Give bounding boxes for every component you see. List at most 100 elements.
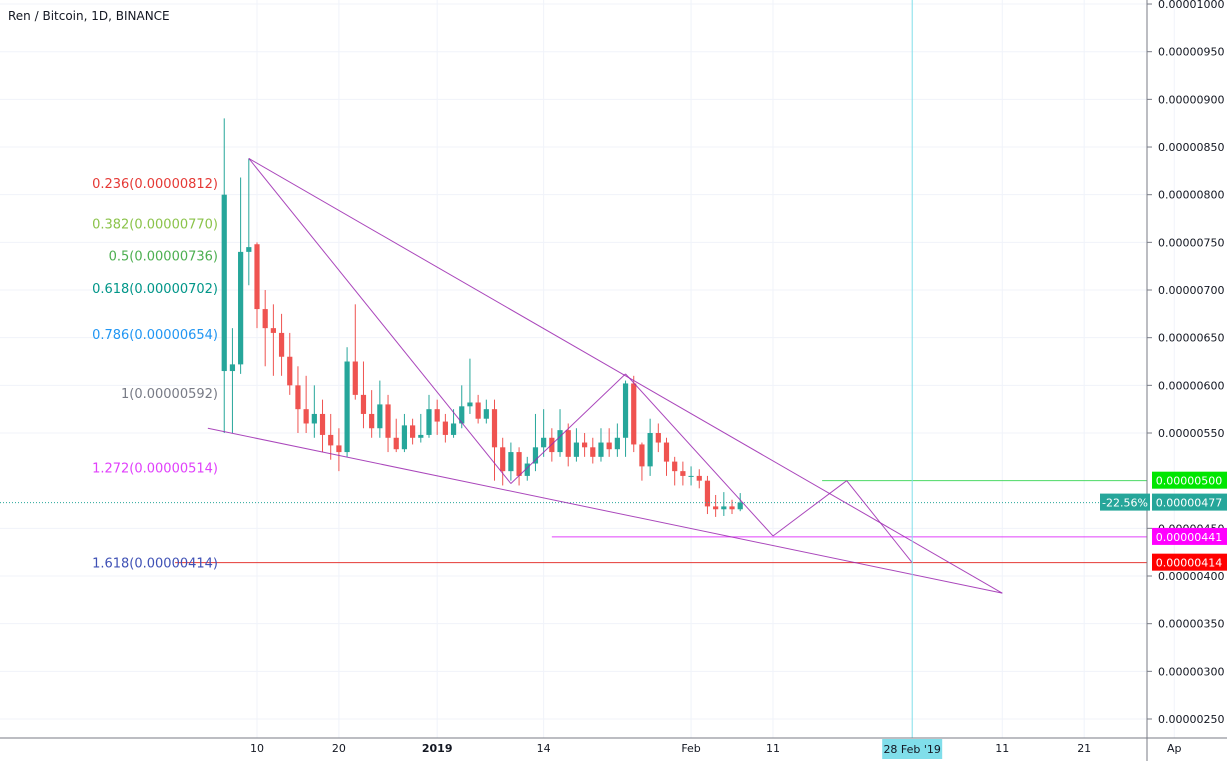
candle-body: [295, 385, 301, 410]
candle[interactable]: [311, 385, 317, 438]
candle[interactable]: [344, 347, 350, 457]
candle[interactable]: [303, 375, 309, 434]
candle[interactable]: [704, 475, 711, 515]
trendline[interactable]: [625, 373, 774, 537]
candle-body: [688, 475, 694, 477]
candle[interactable]: [647, 418, 653, 476]
candle[interactable]: [680, 461, 686, 486]
candle-body: [246, 247, 252, 252]
candles: [221, 118, 743, 517]
candle[interactable]: [672, 456, 678, 486]
y-tick-label: 0.00000750: [1158, 236, 1224, 249]
candle[interactable]: [401, 413, 408, 453]
candle[interactable]: [426, 394, 432, 438]
trendline[interactable]: [248, 158, 512, 484]
candle-body: [393, 437, 399, 450]
candle[interactable]: [713, 494, 719, 517]
candle[interactable]: [246, 158, 252, 286]
candle[interactable]: [475, 394, 481, 424]
candle[interactable]: [360, 361, 367, 429]
trendline[interactable]: [207, 427, 1003, 594]
fib-level-label: 1.272(0.00000514): [92, 461, 218, 476]
candle[interactable]: [622, 380, 629, 457]
candle[interactable]: [631, 375, 637, 453]
trendlines: [207, 158, 1003, 594]
candle-body: [721, 506, 727, 510]
candle[interactable]: [663, 437, 670, 476]
candle[interactable]: [352, 304, 358, 400]
candle-body: [500, 447, 506, 472]
candle[interactable]: [524, 456, 530, 481]
current-price-tag-bg: [1152, 493, 1227, 511]
candle[interactable]: [287, 332, 293, 395]
candle[interactable]: [229, 328, 236, 434]
candle[interactable]: [467, 358, 473, 414]
x-tick-label: 11: [995, 742, 1009, 755]
candle[interactable]: [729, 499, 735, 515]
candle[interactable]: [557, 409, 563, 457]
candle-body: [516, 452, 522, 476]
candle[interactable]: [696, 469, 702, 489]
candle[interactable]: [262, 290, 268, 367]
candle[interactable]: [328, 413, 334, 460]
candle[interactable]: [688, 466, 694, 486]
candle[interactable]: [565, 423, 571, 467]
candle[interactable]: [573, 428, 580, 462]
trendline[interactable]: [510, 373, 626, 484]
candle-body: [541, 437, 547, 448]
trendline[interactable]: [846, 480, 913, 563]
candle[interactable]: [278, 313, 285, 376]
candle[interactable]: [721, 492, 727, 516]
candle[interactable]: [319, 399, 326, 453]
candle[interactable]: [516, 447, 522, 486]
candle-body: [672, 461, 678, 472]
y-tick-label: 0.00000400: [1158, 570, 1224, 583]
candle[interactable]: [655, 423, 661, 453]
candle[interactable]: [238, 177, 244, 374]
x-tick-label: 2019: [422, 742, 453, 755]
candle[interactable]: [500, 437, 506, 486]
candle-body: [532, 447, 539, 464]
candle-body: [278, 332, 285, 357]
fib-labels: 0.236(0.00000812) 0.382(0.00000770) 0.5(0.…: [92, 177, 218, 571]
candle[interactable]: [508, 442, 514, 481]
candle[interactable]: [336, 428, 342, 472]
candle[interactable]: [582, 433, 588, 457]
candle[interactable]: [221, 118, 227, 434]
candle[interactable]: [450, 409, 457, 438]
candle[interactable]: [737, 493, 743, 512]
candle[interactable]: [598, 428, 604, 462]
candle[interactable]: [295, 366, 301, 434]
candle[interactable]: [254, 242, 260, 329]
price-tags: 0.00000500 0.00000441 0.00000414 0.00000477…: [1100, 471, 1227, 571]
candle[interactable]: [385, 394, 391, 453]
y-tick-label: 0.00000700: [1158, 284, 1224, 297]
candle[interactable]: [270, 304, 276, 376]
candle[interactable]: [459, 385, 465, 429]
candle[interactable]: [590, 437, 596, 464]
candle[interactable]: [532, 413, 539, 472]
trendline[interactable]: [772, 480, 847, 537]
candle-body: [254, 244, 260, 310]
candle[interactable]: [442, 413, 448, 443]
trendline[interactable]: [248, 158, 1003, 594]
candle[interactable]: [377, 380, 383, 438]
candle[interactable]: [541, 409, 547, 457]
x-tick-label: 11: [766, 742, 780, 755]
candle[interactable]: [434, 399, 440, 435]
candle[interactable]: [369, 390, 375, 438]
candle[interactable]: [483, 399, 489, 424]
fib-level-label: 0.618(0.00000702): [92, 282, 218, 297]
candle-body: [631, 383, 637, 445]
candle[interactable]: [393, 418, 399, 453]
y-tick-label: 0.00000300: [1158, 665, 1224, 678]
candle[interactable]: [418, 413, 424, 443]
candle[interactable]: [410, 418, 416, 445]
candle[interactable]: [614, 423, 620, 457]
candle[interactable]: [639, 442, 645, 481]
candle[interactable]: [606, 428, 612, 457]
candle[interactable]: [491, 399, 498, 481]
candle-body: [557, 430, 563, 453]
